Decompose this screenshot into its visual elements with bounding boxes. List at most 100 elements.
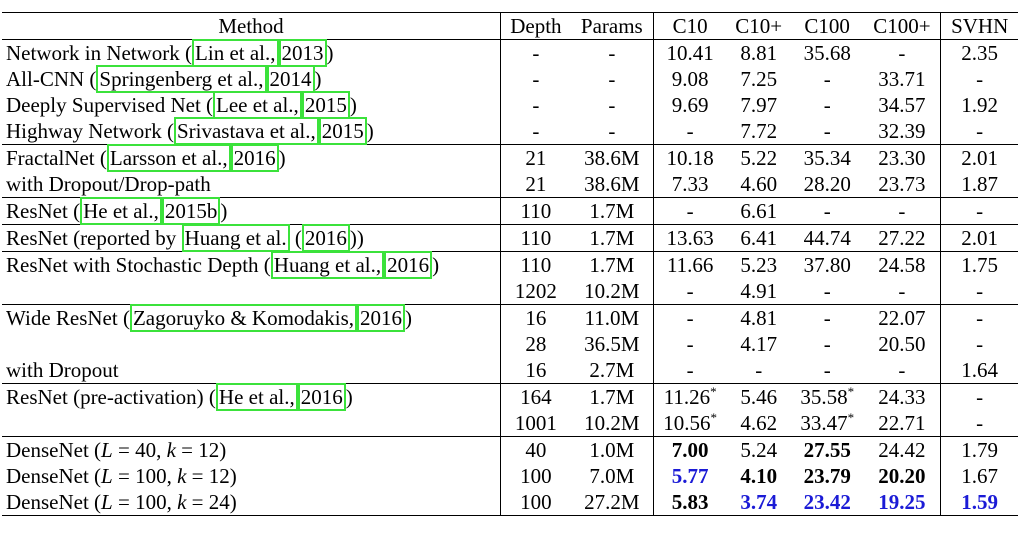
citation-link[interactable]: Huang et al.,: [270, 250, 385, 279]
c100-cell: -: [823, 66, 831, 91]
svhn-cell: 1.87: [961, 171, 999, 196]
c10-plus-cell: 7.72: [740, 118, 778, 143]
c10-plus-cell: 8.81: [740, 40, 778, 65]
citation-year-link[interactable]: 2014: [266, 64, 315, 93]
svhn-cell: -: [976, 278, 984, 303]
c10-cell: 5.77: [671, 463, 709, 488]
citation-link[interactable]: Huang et al.: [181, 223, 290, 252]
depth-cell: 1001: [514, 410, 557, 435]
c10-plus-cell: 5.24: [726, 436, 791, 463]
method-cell: Deeply Supervised Net (Lee et al., 2015): [2, 90, 501, 119]
c100-cell: 28.20: [803, 171, 851, 196]
c100-plus-cell: -: [863, 197, 942, 225]
svhn-cell: 1.79: [940, 436, 1018, 463]
citation-link[interactable]: Lee et al.,: [213, 90, 302, 119]
svhn-cell: 2.01: [940, 224, 1018, 252]
depth-cell: 110: [500, 197, 571, 225]
c100-cell: 23.79: [803, 463, 851, 488]
c100-plus-cell: 23.30: [863, 144, 942, 171]
table-row: ResNet with Stochastic Depth (Huang et a…: [2, 250, 1018, 279]
c100-plus-cell: 24.58: [863, 251, 942, 278]
c100-cell: -: [823, 357, 831, 382]
table-row: 1202 10.2M - 4.91 - - -: [2, 278, 1018, 305]
c10-plus-cell: -: [755, 357, 763, 382]
params-cell: 38.6M: [570, 144, 654, 171]
method-cell: [2, 278, 501, 305]
depth-cell: 40: [500, 436, 571, 463]
citation-year-link[interactable]: 2013: [278, 38, 327, 67]
c100-plus-cell: 20.20: [863, 463, 942, 489]
table-row: Highway Network (Srivastava et al., 2015)…: [2, 116, 1018, 145]
header-params: Params: [570, 12, 654, 40]
method-cell: All-CNN (Springenberg et al., 2014): [2, 64, 501, 93]
svhn-cell: -: [976, 331, 984, 356]
c100-cell: -: [790, 304, 864, 331]
table-row: 28 36.5M - 4.17 - 20.50 -: [2, 331, 1018, 357]
citation-link[interactable]: He et al.,: [215, 382, 298, 411]
citation-year-link[interactable]: 2015b: [161, 196, 221, 225]
c10-plus-cell: 5.46: [726, 383, 791, 410]
depth-cell: -: [532, 92, 540, 117]
c100-plus-cell: -: [863, 39, 942, 66]
citation-link[interactable]: Zagoruyko & Komodakis,: [129, 303, 358, 332]
c10-cell: 10.56*: [663, 409, 718, 435]
citation-year-link[interactable]: 2016: [384, 250, 433, 279]
params-cell: -: [570, 92, 654, 118]
c100-plus-cell: 20.50: [863, 331, 942, 357]
table-row: with Dropout 16 2.7M - - - - 1.64: [2, 357, 1018, 384]
citation-link[interactable]: Larsson et al.,: [106, 143, 231, 172]
header-c10-plus: C10+: [726, 12, 791, 40]
params-cell: 10.2M: [570, 410, 654, 437]
citation-link[interactable]: Srivastava et al.,: [173, 116, 319, 145]
c100-plus-cell: 34.57: [863, 92, 942, 118]
c100-cell: 27.55: [790, 436, 864, 463]
method-cell: DenseNet (L = 40, k = 12): [2, 436, 501, 463]
svhn-cell: -: [940, 197, 1018, 225]
c10-plus-cell: 4.10: [740, 463, 778, 488]
depth-cell: 164: [500, 383, 571, 410]
citation-year-link[interactable]: 2015: [301, 90, 350, 119]
c10-cell: -: [686, 118, 694, 143]
c10-plus-cell: 7.25: [740, 66, 778, 91]
citation-year-link[interactable]: 2016: [357, 303, 406, 332]
c10-cell: 9.08: [671, 66, 709, 91]
citation-year-link[interactable]: 2016: [297, 382, 346, 411]
c10-plus-cell: 7.97: [740, 92, 778, 117]
c10-cell: 11.26*: [653, 383, 727, 410]
header-c100-plus: C100+: [863, 12, 942, 40]
citation-link[interactable]: Lin et al.,: [192, 38, 279, 67]
depth-cell: 21: [500, 144, 571, 171]
c100-cell: 37.80: [790, 251, 864, 278]
citation-link[interactable]: He et al.,: [80, 196, 162, 225]
header-row: Method Depth Params C10 C10+ C100 C100+ …: [2, 12, 1018, 40]
citation-year-link[interactable]: 2016: [230, 143, 279, 172]
c10-cell: 10.41: [666, 40, 714, 65]
citation-year-link[interactable]: 2016: [301, 223, 350, 252]
c100-cell: 35.68: [803, 40, 851, 65]
c10-cell: 7.33: [671, 171, 709, 196]
method-cell: DenseNet (L = 100, k = 12): [2, 463, 501, 489]
table-row: DenseNet (L = 100, k = 12) 100 7.0M 5.77…: [2, 463, 1018, 489]
params-cell: 27.2M: [570, 489, 654, 516]
params-cell: 10.2M: [570, 278, 654, 305]
c10-cell: 5.83: [653, 489, 727, 516]
c100-cell: -: [823, 331, 831, 356]
method-cell: [2, 331, 501, 357]
method-cell: Wide ResNet (Zagoruyko & Komodakis, 2016): [2, 303, 501, 332]
c100-plus-cell: 24.33: [863, 383, 942, 410]
svhn-cell: 2.01: [940, 144, 1018, 171]
depth-cell: 21: [525, 171, 547, 196]
method-cell: with Dropout/Drop-path: [2, 171, 501, 198]
citation-year-link[interactable]: 2015: [318, 116, 367, 145]
citation-link[interactable]: Springenberg et al.,: [96, 64, 267, 93]
params-cell: 1.7M: [570, 224, 654, 252]
c10-plus-cell: 3.74: [726, 489, 791, 516]
depth-cell: 1202: [514, 278, 557, 303]
table-row: ResNet (pre-activation) (He et al., 2016)…: [2, 382, 1018, 411]
params-cell: -: [570, 39, 654, 66]
params-cell: 11.0M: [570, 304, 654, 331]
table-row: ResNet (reported by Huang et al. (2016))…: [2, 223, 1018, 252]
table-row: Wide ResNet (Zagoruyko & Komodakis, 2016)…: [2, 303, 1018, 332]
c10-plus-cell: 4.60: [740, 171, 778, 196]
svhn-cell: 1.59: [940, 489, 1018, 516]
